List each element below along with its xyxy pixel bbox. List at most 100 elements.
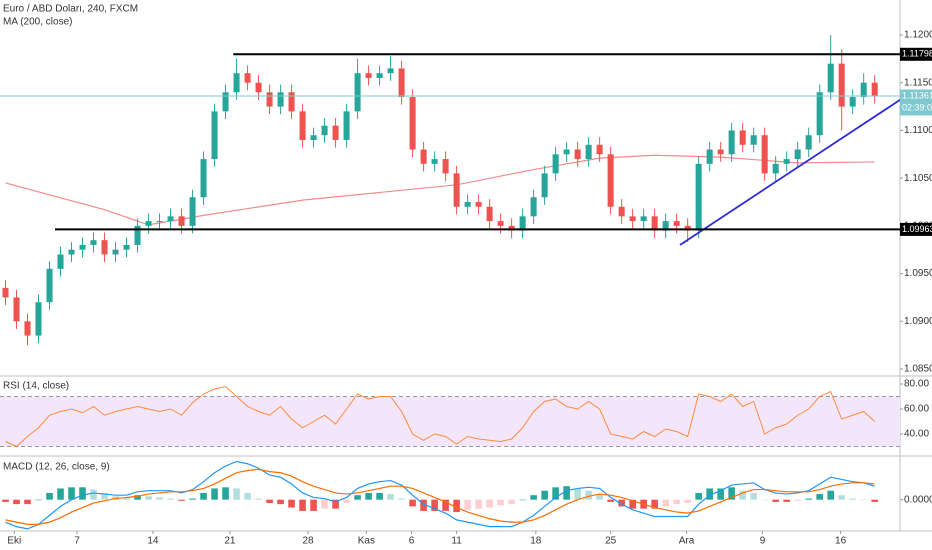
histogram-bar xyxy=(574,488,581,500)
histogram-bar xyxy=(585,490,592,500)
countdown-label: 02:39:03 xyxy=(902,102,932,112)
histogram-bar xyxy=(46,492,53,500)
chart-title: Euro / ABD Doları, 240, FXCM xyxy=(3,4,138,15)
price-badge xyxy=(900,89,932,116)
histogram-bar xyxy=(684,499,691,504)
x-tick-label: 18 xyxy=(530,536,542,547)
histogram-bar xyxy=(13,499,20,505)
candle-body xyxy=(629,216,636,222)
histogram-bar xyxy=(706,488,713,500)
histogram-bar xyxy=(156,497,163,500)
candle-body xyxy=(222,92,229,112)
candle-body xyxy=(420,149,427,164)
x-tick-label: 6 xyxy=(409,536,415,547)
histogram-bar xyxy=(695,492,702,500)
candle-body xyxy=(662,221,669,231)
x-tick-label: Eki xyxy=(7,536,21,547)
histogram-bar xyxy=(849,498,856,500)
histogram-bar xyxy=(563,486,570,500)
candle-body xyxy=(695,163,702,231)
histogram-bar xyxy=(277,499,284,505)
histogram-bar xyxy=(101,492,108,500)
histogram-bar xyxy=(354,495,361,500)
histogram-bar xyxy=(860,499,867,501)
histogram-bar xyxy=(211,488,218,500)
candle-body xyxy=(266,92,273,107)
candle-body xyxy=(827,63,834,93)
histogram-bar xyxy=(57,488,64,500)
histogram-bar xyxy=(816,494,823,500)
histogram-bar xyxy=(145,496,152,500)
histogram-bar xyxy=(486,499,493,508)
rsi-title: RSI (14, close) xyxy=(3,381,69,392)
histogram-bar xyxy=(431,499,438,511)
histogram-bar xyxy=(651,499,658,509)
candle-body xyxy=(145,221,152,226)
y-tick-label: 1.11500 xyxy=(904,77,932,88)
histogram-bar xyxy=(189,498,196,500)
histogram-bar xyxy=(442,499,449,511)
histogram-bar xyxy=(772,499,779,502)
candle-body xyxy=(332,125,339,140)
candle-body xyxy=(431,159,438,164)
candle-body xyxy=(530,197,537,217)
histogram-bar xyxy=(475,499,482,509)
histogram-bar xyxy=(717,488,724,500)
candle-body xyxy=(409,97,416,150)
histogram-bar xyxy=(332,499,339,509)
histogram-bar xyxy=(398,498,405,500)
histogram-bar xyxy=(827,490,834,500)
candle-body xyxy=(541,173,548,198)
histogram-bar xyxy=(607,499,614,502)
histogram-bar xyxy=(343,499,350,504)
candle-body xyxy=(112,249,119,255)
histogram-bar xyxy=(387,494,394,500)
candle-body xyxy=(321,125,328,136)
histogram-bar xyxy=(750,492,757,500)
histogram-bar xyxy=(673,499,680,505)
histogram-bar xyxy=(409,499,416,507)
candle-body xyxy=(134,225,141,245)
candle-body xyxy=(585,144,592,160)
histogram-bar xyxy=(508,499,515,505)
histogram-bar xyxy=(376,492,383,500)
price-badge xyxy=(900,222,932,236)
y-tick-label: 1.11000 xyxy=(904,125,932,136)
y-tick-label: 1.09500 xyxy=(904,268,932,279)
candle-body xyxy=(519,216,526,231)
histogram-bar xyxy=(35,499,42,501)
y-tick-label: 1.12000 xyxy=(904,30,932,41)
histogram-bar xyxy=(178,499,185,501)
macd-title: MACD (12, 26, close, 9) xyxy=(3,462,110,473)
candle-body xyxy=(178,216,185,226)
histogram-bar xyxy=(321,499,328,509)
candle-body xyxy=(728,130,735,155)
candle-body xyxy=(365,73,372,78)
histogram-bar xyxy=(783,499,790,502)
candle-body xyxy=(860,82,867,98)
trendline xyxy=(679,99,901,246)
y-tick-label: 1.08500 xyxy=(904,364,932,375)
candle-body xyxy=(739,130,746,145)
histogram-bar xyxy=(90,489,97,500)
candle-body xyxy=(761,135,768,174)
candle-body xyxy=(486,206,493,222)
y-tick-label: 1.09000 xyxy=(904,316,932,327)
histogram-bar xyxy=(596,494,603,500)
y-tick-label: 0.00000 xyxy=(904,494,932,505)
histogram-bar xyxy=(497,499,504,506)
candle-body xyxy=(838,63,845,107)
candle-body xyxy=(343,111,350,140)
candle-body xyxy=(640,216,647,222)
histogram-bar xyxy=(519,499,526,501)
x-tick-label: 7 xyxy=(74,536,80,547)
histogram-bar xyxy=(464,499,471,510)
indicator-line xyxy=(5,385,876,448)
candle-body xyxy=(497,221,504,226)
candle-body xyxy=(354,73,361,112)
y-tick-label: 40.00 xyxy=(904,429,929,440)
histogram-bar xyxy=(310,499,317,511)
histogram-bar xyxy=(266,499,273,504)
